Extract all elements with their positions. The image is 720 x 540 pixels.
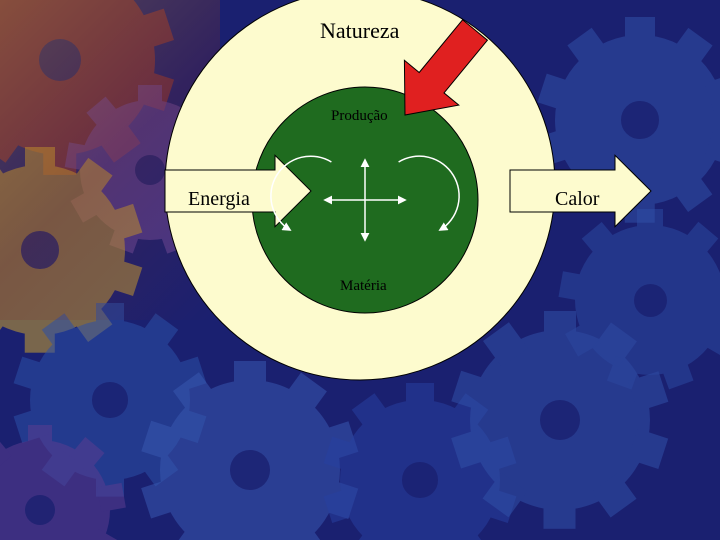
label-materia: Matéria: [340, 278, 387, 294]
label-natureza: Natureza: [320, 18, 400, 43]
diagram-canvas: Natureza Produção Matéria Energia Calor: [0, 0, 720, 540]
label-producao: Produção: [331, 108, 388, 124]
label-energia: Energia: [188, 188, 250, 210]
label-calor: Calor: [555, 188, 600, 210]
diagram-svg: Natureza Produção Matéria Energia Calor: [0, 0, 720, 540]
